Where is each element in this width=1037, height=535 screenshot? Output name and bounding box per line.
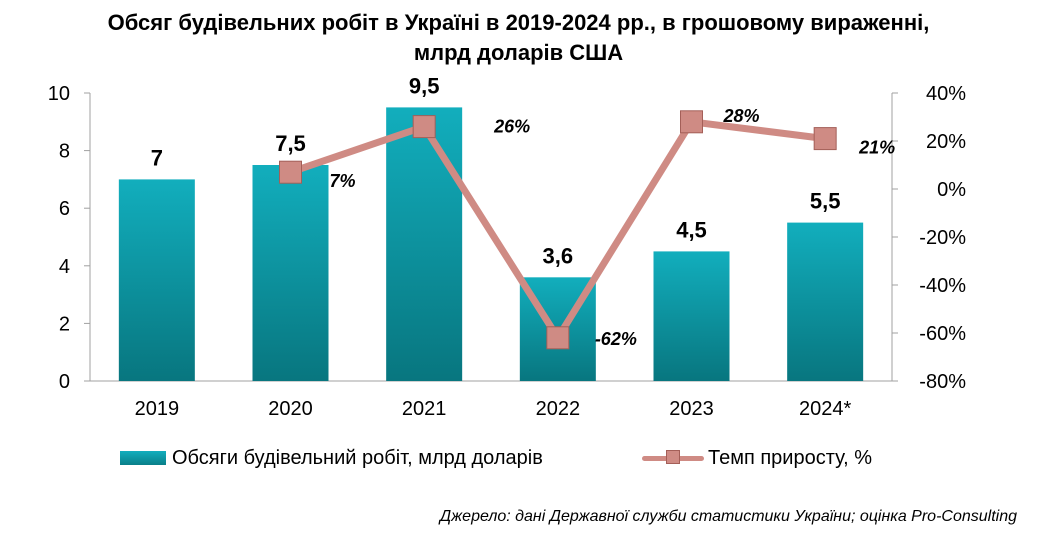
growth-value-label: 26%	[493, 117, 530, 137]
x-tick-label: 2023	[669, 398, 714, 420]
legend-swatch-line	[642, 450, 704, 465]
x-tick-label: 2021	[402, 398, 447, 420]
legend-label-growth: Темп приросту, %	[708, 446, 873, 469]
y-right-tick-label: -40%	[919, 275, 966, 297]
line-series	[279, 110, 837, 350]
y-left-tick-label: 8	[59, 141, 70, 163]
legend-swatch-bar	[120, 451, 166, 465]
y-left-tick-label: 0	[59, 371, 70, 393]
chart-title-line-2: млрд доларів США	[413, 40, 624, 65]
legend-label-volume: Обсяги будівельний робіт, млрд доларів	[172, 446, 543, 469]
chart-title-line-1: Обсяг будівельних робіт в Україні в 2019…	[107, 10, 930, 35]
growth-marker	[680, 110, 703, 134]
bar-value-label: 4,5	[676, 217, 707, 242]
chart-legend: Обсяги будівельний робіт, млрд доларів Т…	[0, 443, 1037, 473]
chart-title: Обсяг будівельних робіт в Україні в 2019…	[0, 8, 1037, 68]
bar-series	[118, 107, 864, 382]
bar	[118, 179, 195, 381]
growth-value-label: 21%	[858, 138, 895, 158]
growth-value-label: -62%	[595, 329, 637, 349]
y-right-tick-label: 20%	[926, 131, 966, 153]
y-right-tick-label: -20%	[919, 227, 966, 249]
bar	[653, 251, 730, 381]
growth-marker	[813, 127, 837, 151]
growth-marker	[546, 326, 570, 350]
bar-value-label: 5,5	[810, 189, 841, 214]
y-right-tick-label: 40%	[926, 83, 966, 105]
growth-value-label: 7%	[329, 171, 355, 191]
y-left-tick-label: 6	[59, 198, 70, 220]
growth-value-label: 28%	[722, 106, 759, 126]
legend-item-volume: Обсяги будівельний робіт, млрд доларів	[120, 443, 543, 473]
x-tick-label: 2024*	[799, 398, 851, 420]
data-labels: 7 7,5 9,5 3,6 4,5 5,5 7% 26% -62% 28% 21%	[151, 73, 895, 348]
x-tick-label: 2020	[268, 398, 313, 420]
bar-value-label: 3,6	[543, 243, 574, 268]
bar	[386, 107, 463, 382]
x-tick-label: 2019	[135, 398, 180, 420]
bar	[787, 222, 864, 381]
bar-value-label: 9,5	[409, 73, 440, 98]
chart-axes: 0 2 4 6 8 10 -80% -60% -40% -20% 0% 20% 40% 2019 2020 2…	[48, 83, 966, 420]
y-left-tick-label: 10	[48, 83, 70, 105]
legend-item-growth: Темп приросту, %	[642, 443, 872, 473]
growth-marker	[412, 115, 436, 139]
growth-marker	[279, 160, 302, 184]
y-right-tick-label: 0%	[937, 179, 966, 201]
bar	[252, 165, 329, 381]
bar-value-label: 7	[151, 145, 163, 170]
source-note: Джерело: дані Державної служби статистик…	[439, 508, 1017, 525]
y-right-tick-label: -60%	[919, 323, 966, 345]
x-tick-label: 2022	[536, 398, 581, 420]
y-left-tick-label: 4	[59, 256, 70, 278]
y-right-tick-label: -80%	[919, 371, 966, 393]
bar-value-label: 7,5	[275, 131, 306, 156]
y-left-tick-label: 2	[59, 313, 70, 335]
